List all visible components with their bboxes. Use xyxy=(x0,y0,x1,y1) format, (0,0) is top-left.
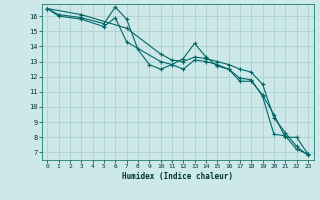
X-axis label: Humidex (Indice chaleur): Humidex (Indice chaleur) xyxy=(122,172,233,181)
